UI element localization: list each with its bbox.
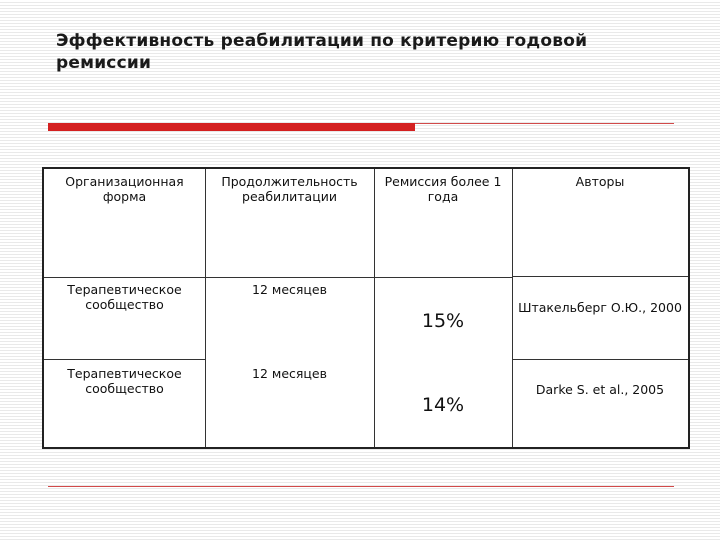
column-divider — [205, 169, 206, 447]
column-divider — [374, 169, 375, 447]
header-organizational-form: Организационная форма — [65, 174, 184, 204]
header-rehab-duration: Продолжительность реабилитации — [221, 174, 358, 204]
row2-authors: Darke S. et al., 2005 — [535, 382, 665, 397]
row-divider — [44, 277, 512, 278]
row1-remission-value: 15% — [421, 310, 465, 332]
row1-duration: 12 месяцев — [252, 282, 327, 297]
title-accent-bar — [48, 123, 415, 131]
row-divider — [44, 359, 205, 360]
footer-divider-line — [48, 486, 674, 487]
row1-authors: Штакельберг О.Ю., 2000 — [518, 300, 682, 315]
slide-title: Эффективность реабилитации по критерию г… — [56, 31, 588, 73]
row-divider — [512, 359, 688, 360]
row2-organizational-form: Терапевтическое сообщество — [67, 366, 182, 396]
header-authors: Авторы — [575, 174, 625, 189]
row2-duration: 12 месяцев — [252, 366, 327, 381]
row1-organizational-form: Терапевтическое сообщество — [67, 282, 182, 312]
header-remission: Ремиссия более 1 года — [384, 174, 502, 204]
row2-remission-value: 14% — [421, 394, 465, 416]
column-divider — [512, 169, 513, 447]
results-table: Организационная форма Продолжительность … — [42, 167, 690, 449]
row-divider — [512, 276, 688, 277]
